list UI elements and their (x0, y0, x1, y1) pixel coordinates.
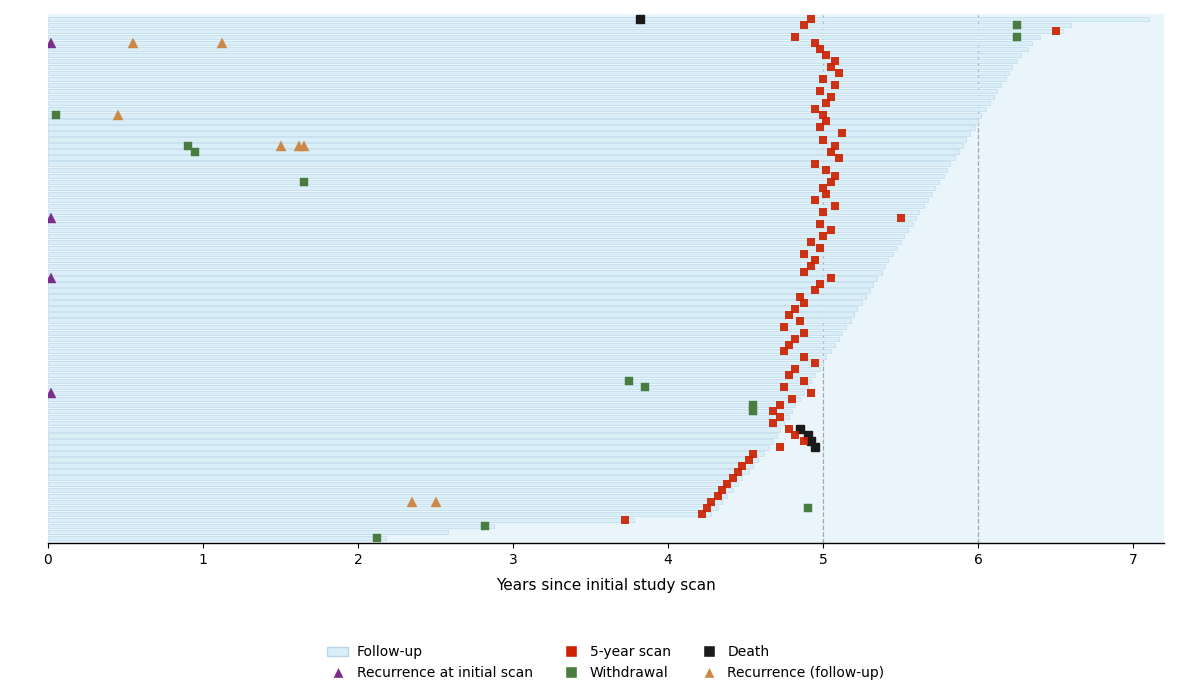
Bar (48, 246, 898, 251)
Bar (48, 451, 764, 456)
Bar (48, 283, 872, 287)
Legend: Follow-up, Recurrence at initial scan, 5-year scan, Withdrawal, Death, Recurrenc: Follow-up, Recurrence at initial scan, 5… (322, 640, 890, 686)
Bar (48, 349, 830, 353)
Bar (48, 173, 944, 178)
Bar (48, 306, 857, 311)
Bar (48, 234, 904, 238)
Bar (48, 161, 950, 166)
Bar (48, 470, 749, 474)
Bar (48, 403, 796, 407)
Bar (48, 337, 839, 341)
Bar (48, 113, 982, 118)
Bar (48, 240, 900, 244)
Bar (48, 186, 935, 190)
Bar (48, 409, 792, 413)
Bar (48, 276, 877, 280)
Bar (48, 475, 743, 480)
Bar (48, 536, 386, 540)
Bar (48, 373, 815, 377)
Bar (48, 209, 919, 214)
Bar (48, 488, 733, 492)
Bar (48, 29, 1063, 33)
Bar (48, 319, 851, 323)
Bar (48, 518, 634, 522)
Bar (48, 155, 955, 160)
Bar (48, 53, 1021, 57)
Bar (48, 331, 841, 335)
Bar (48, 22, 1072, 27)
Bar (48, 439, 774, 443)
Bar (48, 506, 718, 510)
Bar (48, 313, 854, 317)
Bar (48, 385, 808, 389)
Bar (48, 150, 960, 154)
Bar (48, 415, 788, 420)
Bar (48, 288, 870, 292)
Bar (48, 391, 804, 395)
Bar (48, 77, 1006, 81)
Bar (48, 204, 924, 208)
Bar (48, 445, 769, 450)
Bar (48, 119, 978, 124)
Bar (48, 421, 785, 425)
Bar (48, 493, 727, 498)
Bar (48, 180, 940, 184)
Bar (48, 143, 962, 148)
Bar (48, 17, 1148, 21)
Bar (48, 228, 908, 232)
Bar (48, 198, 929, 202)
Bar (48, 433, 776, 438)
Bar (48, 457, 758, 461)
Bar (48, 137, 966, 142)
Bar (48, 512, 712, 516)
Bar (48, 482, 738, 486)
Bar (48, 355, 826, 359)
Bar (48, 168, 947, 172)
Bar (48, 397, 799, 402)
Bar (48, 35, 1040, 39)
Bar (48, 47, 1027, 51)
Bar (48, 95, 994, 100)
Bar (48, 361, 823, 365)
Bar (48, 324, 846, 329)
Bar (48, 258, 888, 262)
Bar (48, 59, 1016, 63)
Bar (48, 264, 886, 269)
Bar (48, 500, 722, 504)
X-axis label: Years since initial study scan: Years since initial study scan (496, 578, 716, 593)
Bar (48, 530, 448, 535)
Bar (48, 524, 494, 528)
Bar (48, 71, 1009, 75)
Bar (48, 132, 971, 136)
Bar (48, 107, 985, 111)
Bar (48, 101, 990, 106)
Bar (48, 222, 913, 226)
Bar (48, 252, 893, 256)
Bar (48, 464, 754, 468)
Bar (48, 301, 862, 305)
Bar (48, 83, 1001, 87)
Bar (48, 216, 916, 220)
Bar (48, 379, 811, 383)
Bar (48, 125, 974, 129)
Bar (48, 191, 931, 196)
Bar (48, 41, 1032, 45)
Bar (48, 427, 780, 432)
Bar (48, 65, 1012, 69)
Bar (48, 89, 997, 93)
Bar (48, 342, 835, 347)
Bar (48, 294, 866, 299)
Bar (48, 270, 882, 274)
Bar (48, 367, 820, 371)
